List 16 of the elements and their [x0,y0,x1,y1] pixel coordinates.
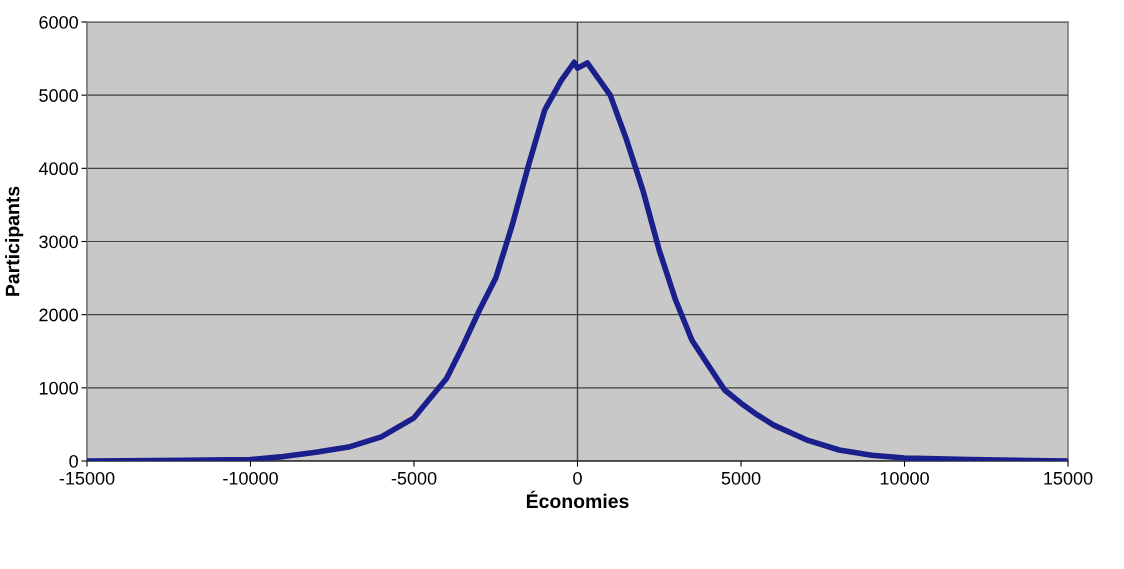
x-tick-label: 10000 [880,471,929,485]
x-tick-label: 0 [573,471,582,485]
y-tick-label: 4000 [38,162,78,176]
y-tick-label: 5000 [39,89,78,102]
y-tick-label: 6000 [39,15,78,29]
x-tick-label: 15000 [1044,471,1093,485]
x-axis-title: Économies [526,490,629,509]
y-axis-title: Participants [5,186,24,296]
x-tick-label: 5000 [721,471,761,485]
x-tick-label: -15000 [59,471,115,485]
y-tick-label: 1000 [39,381,78,395]
y-tick-label: 3000 [39,235,78,249]
y-tick-label: 2000 [39,308,78,322]
y-tick-label: 0 [69,454,78,468]
x-tick-label: -10000 [223,471,278,485]
x-tick-label: -5000 [391,471,437,485]
